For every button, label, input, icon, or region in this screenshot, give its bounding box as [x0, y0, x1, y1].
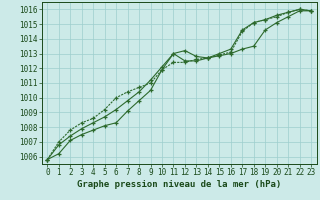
- X-axis label: Graphe pression niveau de la mer (hPa): Graphe pression niveau de la mer (hPa): [77, 180, 281, 189]
